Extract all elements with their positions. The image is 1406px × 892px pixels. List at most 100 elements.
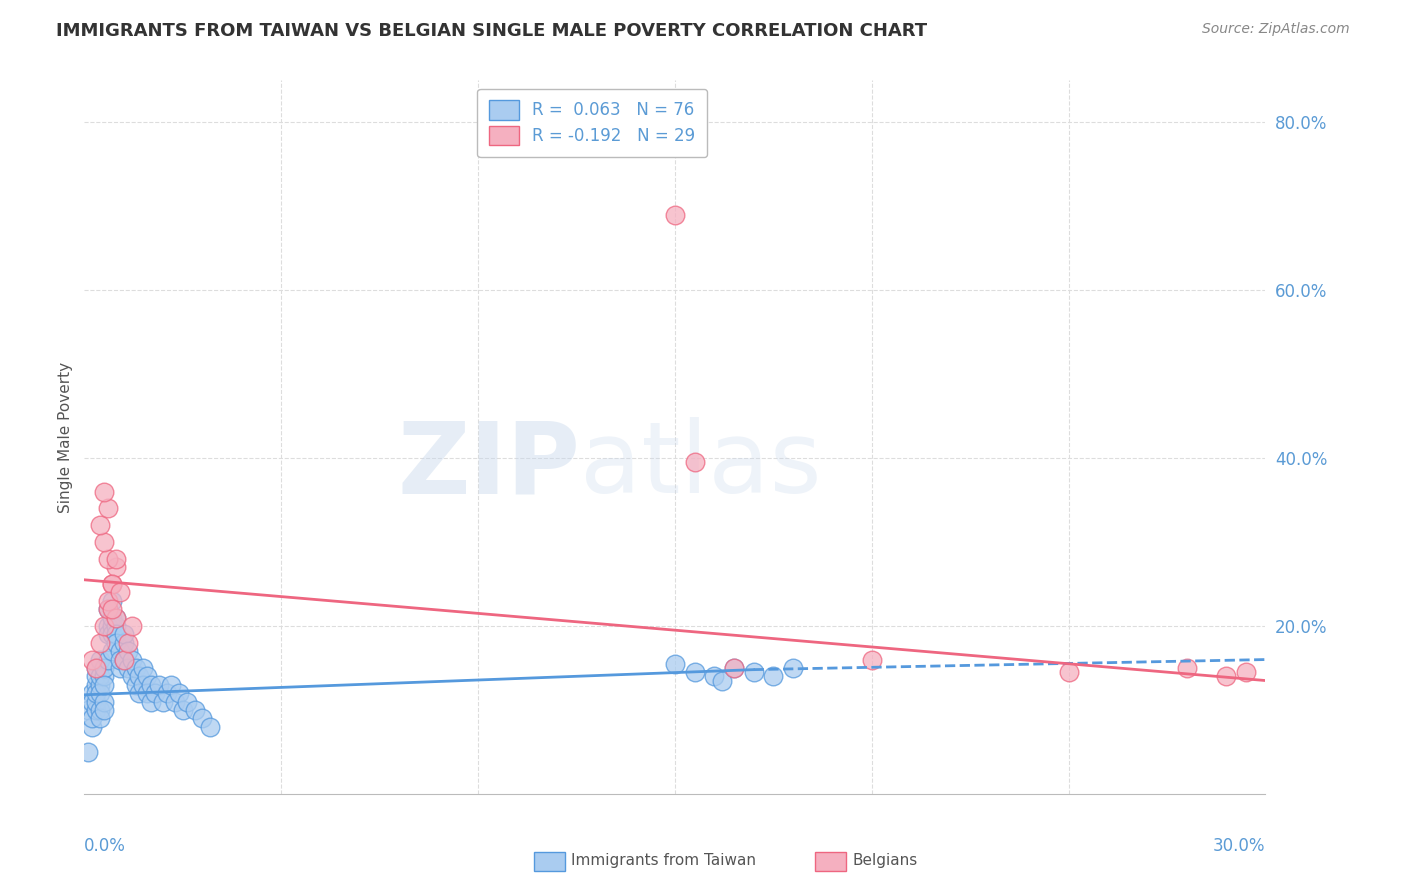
Point xyxy=(128,669,150,683)
Text: Source: ZipAtlas.com: Source: ZipAtlas.com xyxy=(1202,22,1350,37)
Point xyxy=(84,669,107,683)
Point xyxy=(112,652,135,666)
Point xyxy=(141,678,163,692)
Point xyxy=(1057,665,1080,680)
Point xyxy=(132,678,155,692)
Point xyxy=(93,703,115,717)
Point xyxy=(711,673,734,688)
Point xyxy=(93,484,115,499)
Point xyxy=(104,560,127,574)
Point xyxy=(183,703,205,717)
Point xyxy=(104,551,127,566)
Point xyxy=(89,652,111,666)
Point xyxy=(82,652,104,666)
Point xyxy=(200,720,222,734)
Point xyxy=(77,703,100,717)
Point xyxy=(112,652,135,666)
Text: atlas: atlas xyxy=(581,417,823,514)
Point xyxy=(97,594,120,608)
Point xyxy=(723,661,745,675)
Point xyxy=(121,619,143,633)
Point xyxy=(108,585,131,599)
Point xyxy=(82,711,104,725)
Point xyxy=(132,661,155,675)
Point xyxy=(101,627,124,641)
Point xyxy=(148,678,170,692)
Point xyxy=(97,619,120,633)
Point xyxy=(82,720,104,734)
Point xyxy=(104,610,127,624)
Point xyxy=(89,518,111,533)
Point xyxy=(167,686,190,700)
Point xyxy=(97,501,120,516)
Point xyxy=(101,577,124,591)
Point xyxy=(860,652,883,666)
Point xyxy=(101,619,124,633)
Point xyxy=(93,661,115,675)
Point xyxy=(664,208,686,222)
Point xyxy=(89,669,111,683)
Point xyxy=(664,657,686,671)
Point xyxy=(762,669,785,683)
Point xyxy=(172,703,194,717)
Point xyxy=(136,686,159,700)
Legend: R =  0.063   N = 76, R = -0.192   N = 29: R = 0.063 N = 76, R = -0.192 N = 29 xyxy=(477,88,707,157)
Text: ZIP: ZIP xyxy=(398,417,581,514)
Point xyxy=(97,602,120,616)
Point xyxy=(101,577,124,591)
Point xyxy=(128,686,150,700)
Point xyxy=(93,535,115,549)
Point xyxy=(703,669,725,683)
Point xyxy=(191,711,214,725)
Point xyxy=(82,686,104,700)
Text: 0.0%: 0.0% xyxy=(84,837,127,855)
Point xyxy=(782,661,804,675)
Point xyxy=(84,678,107,692)
Point xyxy=(1175,661,1198,675)
Point xyxy=(82,694,104,708)
Point xyxy=(143,686,166,700)
Point xyxy=(89,686,111,700)
Point xyxy=(104,619,127,633)
Point xyxy=(683,665,706,680)
Point xyxy=(104,627,127,641)
Point xyxy=(683,455,706,469)
Text: Immigrants from Taiwan: Immigrants from Taiwan xyxy=(571,854,756,868)
Point xyxy=(136,669,159,683)
Point xyxy=(89,711,111,725)
Point xyxy=(97,551,120,566)
Point xyxy=(97,652,120,666)
Text: 30.0%: 30.0% xyxy=(1213,837,1265,855)
Point xyxy=(101,594,124,608)
Point xyxy=(117,644,139,658)
Point xyxy=(1215,669,1237,683)
Point xyxy=(108,644,131,658)
Point xyxy=(93,619,115,633)
Point xyxy=(108,652,131,666)
Point xyxy=(89,678,111,692)
Point xyxy=(97,627,120,641)
Point xyxy=(84,694,107,708)
Point xyxy=(84,661,107,675)
Point xyxy=(723,661,745,675)
Point xyxy=(112,636,135,650)
Point xyxy=(84,686,107,700)
Point xyxy=(101,602,124,616)
Point xyxy=(156,686,179,700)
Point xyxy=(104,610,127,624)
Point xyxy=(152,694,174,708)
Point xyxy=(141,694,163,708)
Y-axis label: Single Male Poverty: Single Male Poverty xyxy=(58,361,73,513)
Point xyxy=(101,644,124,658)
Point xyxy=(124,678,146,692)
Point xyxy=(84,661,107,675)
Point xyxy=(112,627,135,641)
Point xyxy=(93,669,115,683)
Point xyxy=(84,703,107,717)
Point xyxy=(97,602,120,616)
Text: Belgians: Belgians xyxy=(852,854,917,868)
Point xyxy=(104,636,127,650)
Point xyxy=(163,694,186,708)
Point xyxy=(124,661,146,675)
Point xyxy=(89,636,111,650)
